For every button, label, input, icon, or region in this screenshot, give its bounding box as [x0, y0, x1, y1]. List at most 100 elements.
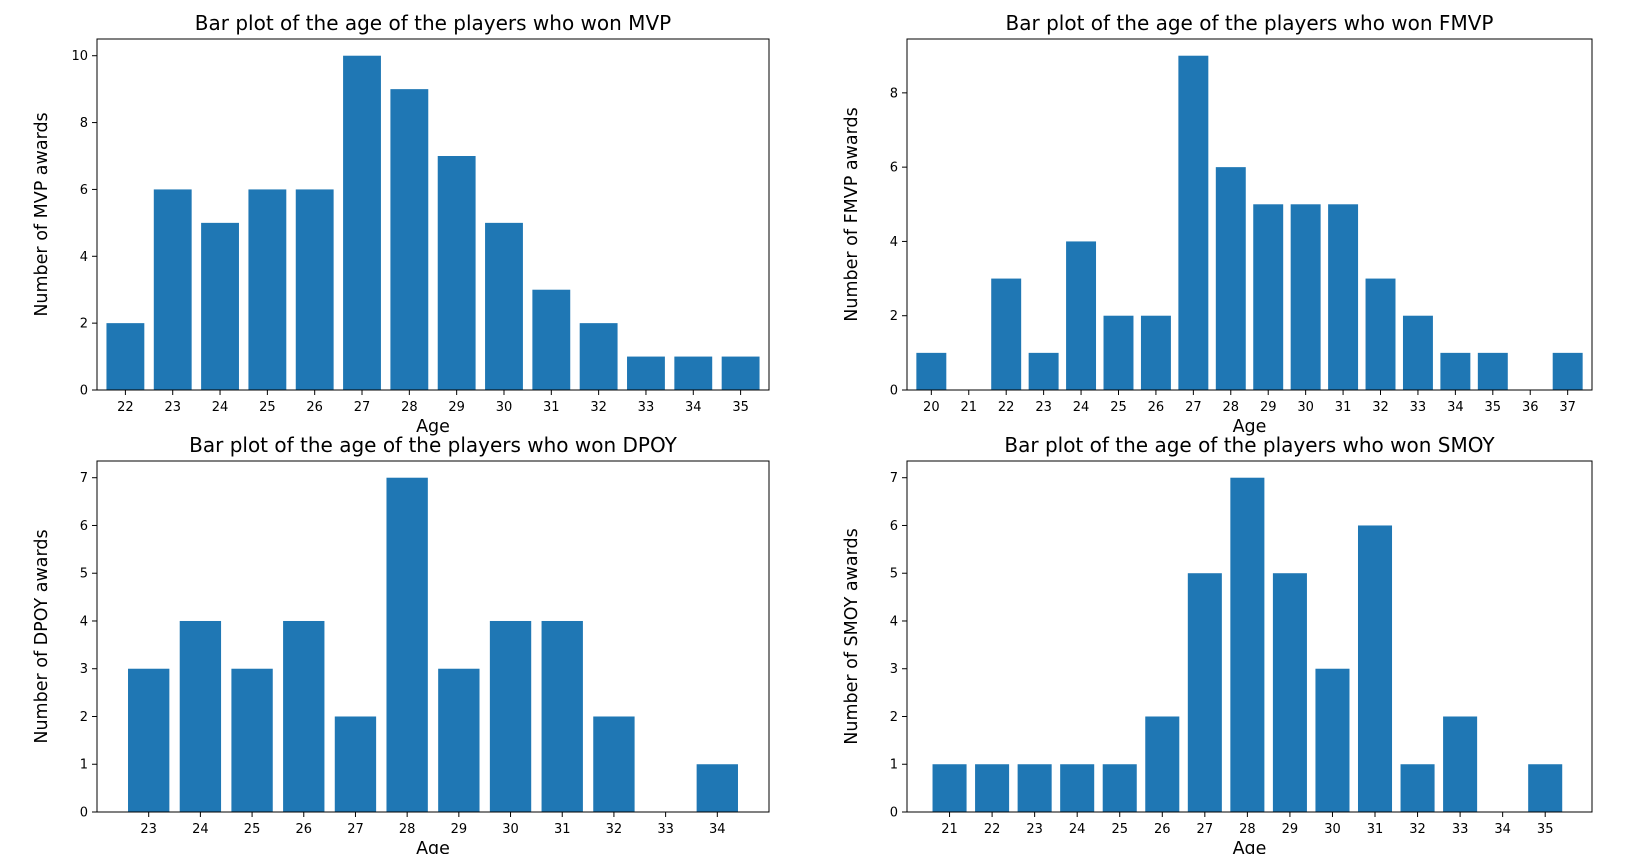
- x-tick-label: 22: [984, 822, 1001, 837]
- x-tick-label: 26: [306, 400, 323, 415]
- bar-age-28: [386, 477, 428, 812]
- x-tick-label: 24: [1073, 400, 1090, 415]
- bar-age-31: [1328, 204, 1359, 390]
- y-tick-label: 4: [80, 614, 88, 629]
- chart-title-fmvp: Bar plot of the age of the players who w…: [1006, 11, 1494, 35]
- x-tick-label: 32: [1409, 822, 1426, 837]
- bar-age-35: [1528, 764, 1563, 812]
- bar-age-25: [1102, 764, 1137, 812]
- x-tick-label: 26: [1148, 400, 1165, 415]
- x-tick-label: 35: [1485, 400, 1502, 415]
- y-axis-label: Number of DPOY awards: [32, 529, 52, 743]
- y-tick-label: 2: [80, 710, 88, 725]
- y-tick-label: 3: [890, 662, 898, 677]
- chart-title-mvp: Bar plot of the age of the players who w…: [195, 11, 671, 35]
- x-tick-label: 30: [502, 822, 519, 837]
- x-tick-label: 25: [244, 822, 261, 837]
- y-axis-label: Number of MVP awards: [32, 112, 52, 316]
- y-tick-label: 8: [890, 86, 898, 101]
- bar-age-32: [1365, 278, 1396, 390]
- x-tick-label: 25: [259, 400, 276, 415]
- bar-age-30: [1290, 204, 1321, 390]
- y-tick-label: 4: [890, 614, 898, 629]
- x-tick-label: 33: [1452, 822, 1469, 837]
- x-tick-label: 24: [212, 400, 229, 415]
- x-tick-label: 26: [295, 822, 312, 837]
- x-tick-label: 32: [606, 822, 623, 837]
- bar-age-22: [106, 323, 145, 390]
- bar-age-25: [248, 189, 287, 390]
- bar-age-22: [991, 278, 1022, 390]
- x-tick-label: 33: [657, 822, 674, 837]
- x-axis-label: Age: [1233, 839, 1267, 854]
- x-tick-label: 34: [1447, 400, 1464, 415]
- bar-age-31: [532, 289, 571, 390]
- x-tick-label: 30: [496, 400, 513, 415]
- bar-age-21: [932, 764, 967, 812]
- x-tick-label: 35: [732, 400, 749, 415]
- x-tick-label: 31: [1335, 400, 1352, 415]
- y-tick-label: 7: [890, 471, 898, 486]
- subplot-fmvp: 20 21 22 23 24 25 26 27 28 29 30 31 32 33 34 35 36 370246…: [842, 11, 1593, 437]
- bar-age-30: [1315, 668, 1350, 812]
- bar-age-23: [1017, 764, 1052, 812]
- subplot-mvp: 22 23 24 25 26 27 28 29 30 31 32 33 34 350246810AgeNu…: [32, 11, 770, 437]
- x-tick-label: 28: [1223, 400, 1240, 415]
- x-tick-label: 28: [401, 400, 418, 415]
- x-tick-label: 34: [685, 400, 702, 415]
- bar-age-33: [627, 356, 665, 390]
- x-axis-label: Age: [416, 417, 450, 437]
- y-tick-label: 5: [890, 567, 898, 582]
- y-tick-label: 6: [890, 519, 898, 534]
- x-tick-label: 33: [1410, 400, 1427, 415]
- x-tick-label: 26: [1154, 822, 1171, 837]
- bar-age-34: [1440, 352, 1471, 390]
- x-tick-label: 21: [960, 400, 977, 415]
- bar-age-26: [1145, 716, 1180, 812]
- y-tick-label: 1: [80, 758, 88, 773]
- bar-age-33: [1402, 315, 1433, 390]
- bar-age-24: [1060, 764, 1095, 812]
- x-tick-label: 33: [638, 400, 655, 415]
- y-tick-label: 6: [80, 183, 88, 198]
- bar-age-26: [283, 620, 325, 812]
- x-tick-label: 23: [164, 400, 181, 415]
- y-axis-label: Number of SMOY awards: [842, 528, 862, 744]
- x-tick-label: 34: [709, 822, 726, 837]
- x-tick-label: 37: [1559, 400, 1576, 415]
- y-tick-label: 0: [890, 384, 898, 399]
- y-tick-label: 2: [80, 317, 88, 332]
- y-tick-label: 6: [80, 519, 88, 534]
- y-tick-label: 1: [890, 758, 898, 773]
- x-tick-label: 36: [1522, 400, 1539, 415]
- bar-age-29: [437, 156, 476, 390]
- chart-title-smoy: Bar plot of the age of the players who w…: [1004, 433, 1495, 457]
- bar-age-31: [541, 620, 583, 812]
- x-tick-label: 32: [1372, 400, 1389, 415]
- bar-age-25: [231, 668, 273, 812]
- bar-age-23: [153, 189, 192, 390]
- chart-title-dpoy: Bar plot of the age of the players who w…: [189, 433, 677, 457]
- x-tick-label: 28: [399, 822, 416, 837]
- axes-frame: [906, 38, 1593, 391]
- bar-age-28: [390, 89, 429, 390]
- bar-age-26: [1140, 315, 1171, 390]
- axes-frame: [96, 38, 770, 391]
- x-tick-label: 35: [1537, 822, 1554, 837]
- x-tick-label: 27: [347, 822, 364, 837]
- x-tick-label: 29: [448, 400, 465, 415]
- bar-age-29: [1253, 204, 1284, 390]
- bar-age-32: [593, 716, 635, 812]
- x-tick-label: 25: [1110, 400, 1127, 415]
- bar-age-28: [1215, 167, 1246, 390]
- x-tick-label: 29: [1260, 400, 1277, 415]
- y-tick-label: 3: [80, 662, 88, 677]
- x-tick-label: 29: [451, 822, 468, 837]
- bar-age-24: [179, 620, 222, 812]
- x-tick-label: 21: [941, 822, 958, 837]
- x-tick-label: 34: [1494, 822, 1511, 837]
- x-tick-label: 24: [192, 822, 209, 837]
- x-tick-label: 29: [1282, 822, 1299, 837]
- bar-age-33: [1443, 716, 1478, 812]
